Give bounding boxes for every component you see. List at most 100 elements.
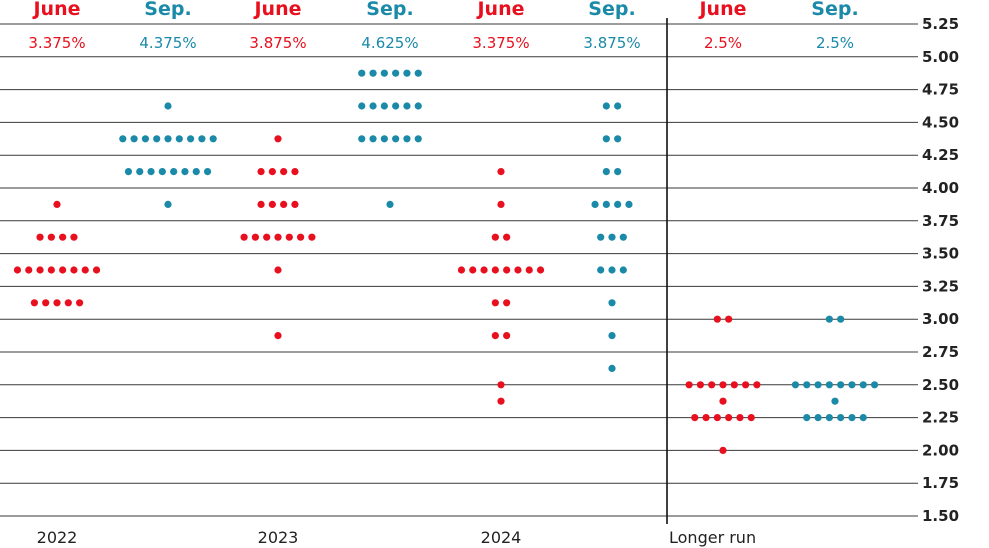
projection-dot — [257, 168, 265, 176]
projection-dot — [403, 102, 411, 110]
projection-dot — [814, 381, 822, 389]
projection-dot — [625, 200, 633, 208]
projection-dot — [497, 397, 505, 405]
y-tick-label: 2.75 — [922, 343, 959, 361]
projection-dot — [274, 266, 282, 274]
projection-dot — [297, 233, 305, 241]
median-label: 2.5% — [704, 34, 742, 52]
y-tick-label: 3.00 — [922, 310, 959, 328]
projection-dot — [124, 168, 133, 176]
projection-dot — [25, 266, 33, 274]
projection-dot — [203, 168, 212, 176]
projection-dot — [614, 200, 622, 208]
projection-dot — [730, 381, 738, 389]
projection-dot — [386, 200, 394, 208]
projection-dot — [280, 168, 288, 176]
projection-dot — [480, 266, 488, 274]
median-label: 3.375% — [472, 34, 529, 52]
projection-dot — [525, 266, 533, 274]
projection-dot — [30, 299, 38, 307]
column-header: June — [697, 0, 746, 20]
projection-dot — [358, 135, 366, 143]
projection-dot — [380, 102, 388, 110]
column-header: June — [31, 0, 80, 20]
projection-dot — [619, 233, 627, 241]
y-tick-label: 3.50 — [922, 245, 959, 263]
projection-dot — [497, 200, 505, 208]
projection-dot — [164, 102, 172, 110]
projection-dot — [825, 414, 833, 422]
projection-dot — [597, 266, 605, 274]
projection-dot — [380, 69, 388, 77]
projection-dot — [70, 266, 78, 274]
projection-dot — [414, 69, 422, 77]
projection-dot — [736, 414, 744, 422]
projection-dot — [725, 315, 733, 323]
projection-dot — [691, 414, 699, 422]
projection-dot — [719, 381, 727, 389]
projection-dot — [147, 168, 155, 176]
projection-dot — [491, 266, 499, 274]
projection-dot — [469, 266, 477, 274]
y-tick-label: 4.25 — [922, 146, 959, 164]
projection-dot — [719, 397, 727, 405]
projection-dot — [257, 200, 265, 208]
projection-dot — [608, 364, 616, 372]
projection-dot — [848, 381, 856, 389]
projection-dot — [602, 102, 610, 110]
projection-dot — [209, 135, 217, 143]
projection-dot — [153, 135, 161, 143]
projection-dot — [602, 200, 610, 208]
projection-dot — [47, 233, 55, 241]
median-label: 2.5% — [816, 34, 854, 52]
projection-dot — [713, 414, 721, 422]
projection-dot — [702, 414, 710, 422]
projection-dot — [848, 414, 856, 422]
projection-dot — [198, 135, 206, 143]
projection-dot — [274, 135, 282, 143]
projection-dot — [192, 168, 200, 176]
projection-dot — [497, 381, 505, 389]
projection-dot — [92, 266, 101, 274]
y-tick-label: 4.00 — [922, 179, 959, 197]
projection-dot — [380, 135, 388, 143]
projection-dot — [268, 200, 276, 208]
projection-dot — [42, 299, 50, 307]
y-tick-label: 3.25 — [922, 277, 959, 295]
projection-dot — [274, 233, 282, 241]
median-label: 3.375% — [28, 34, 85, 52]
projection-dot — [136, 168, 144, 176]
projection-dot — [280, 200, 288, 208]
projection-dot — [164, 200, 172, 208]
projection-dot — [268, 168, 276, 176]
projection-dot — [141, 135, 149, 143]
projection-dot — [503, 266, 511, 274]
y-tick-label: 1.50 — [922, 507, 959, 525]
year-label: 2022 — [37, 528, 78, 547]
column-header: Sep. — [811, 0, 858, 20]
projection-dot — [503, 299, 511, 307]
projection-dot — [597, 233, 605, 241]
column-header: Sep. — [144, 0, 191, 20]
column-header: June — [252, 0, 301, 20]
projection-dot — [175, 135, 183, 143]
projection-dot — [358, 69, 366, 77]
projection-dot — [369, 69, 377, 77]
projection-dot — [358, 102, 366, 110]
projection-dot — [369, 135, 377, 143]
projection-dot — [81, 266, 89, 274]
projection-dot — [536, 266, 545, 274]
projection-dot — [76, 299, 84, 307]
projection-dot — [614, 135, 622, 143]
year-label: 2023 — [258, 528, 299, 547]
projection-dot — [308, 233, 316, 241]
y-tick-label: 5.25 — [922, 15, 959, 33]
median-label: 3.875% — [583, 34, 640, 52]
projection-dot — [602, 168, 610, 176]
projection-dot — [414, 102, 422, 110]
y-tick-label: 5.00 — [922, 48, 959, 66]
projection-dot — [403, 135, 411, 143]
projection-dot — [713, 315, 721, 323]
projection-dot — [403, 69, 411, 77]
projection-dot — [130, 135, 138, 143]
